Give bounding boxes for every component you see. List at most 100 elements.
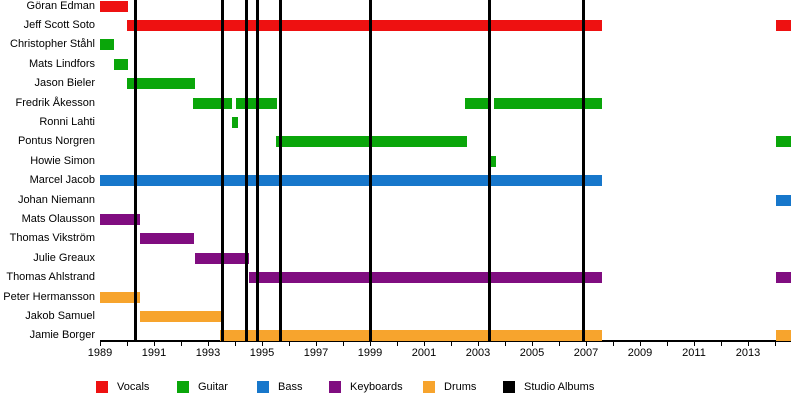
member-label: Thomas Ahlstrand — [6, 271, 95, 284]
member-label: Christopher Ståhl — [10, 38, 95, 51]
x-axis-tick — [720, 341, 722, 346]
member-label: Mats Olausson — [21, 212, 95, 225]
member-tenure-bar — [248, 272, 603, 284]
x-axis-tick-label: 2005 — [519, 347, 545, 359]
x-axis-tick-label: 2011 — [682, 347, 706, 359]
x-axis-tick — [261, 341, 263, 346]
x-axis-tick-label: 1995 — [249, 347, 275, 359]
x-axis-tick — [504, 341, 506, 346]
x-axis-tick-label: 1993 — [195, 347, 221, 359]
member-tenure-bar — [776, 19, 792, 31]
x-axis-tick — [126, 341, 128, 346]
legend-label: Drums — [444, 381, 477, 393]
member-tenure-bar — [494, 97, 603, 109]
member-tenure-bar — [776, 194, 792, 206]
studio-album-line — [255, 0, 259, 341]
x-axis-tick — [693, 341, 695, 346]
member-tenure-bar — [139, 233, 195, 245]
member-label: Marcel Jacob — [29, 174, 95, 187]
legend-label: Bass — [278, 381, 303, 393]
member-tenure-bar — [776, 330, 792, 342]
member-tenure-bar — [776, 272, 792, 284]
legend-swatch-icon — [257, 381, 269, 393]
legend-swatch-icon — [177, 381, 189, 393]
member-label: Johan Niemann — [17, 193, 95, 206]
member-label: Jason Bieler — [34, 77, 95, 90]
x-axis-tick — [369, 341, 371, 346]
x-axis-tick — [180, 341, 182, 346]
x-axis-tick — [315, 341, 317, 346]
x-axis-tick — [639, 341, 641, 346]
legend-swatch-icon — [503, 381, 515, 393]
member-tenure-bar — [127, 78, 195, 90]
member-tenure-bar — [776, 136, 792, 148]
x-axis-tick — [207, 341, 209, 346]
x-axis-tick — [531, 341, 533, 346]
member-label: Peter Hermansson — [3, 290, 95, 303]
legend-swatch-icon — [423, 381, 435, 393]
member-tenure-bar — [113, 58, 129, 70]
x-axis-tick-label: 2013 — [735, 347, 761, 359]
x-axis-tick — [423, 341, 425, 346]
legend-label: Studio Albums — [524, 381, 595, 393]
x-axis-tick-label: 1991 — [141, 347, 167, 359]
member-tenure-bar — [100, 39, 114, 51]
member-tenure-bar — [490, 155, 496, 167]
member-tenure-bar — [100, 0, 129, 12]
member-label: Jamie Borger — [29, 329, 95, 342]
x-axis-tick — [342, 341, 344, 346]
member-label: Pontus Norgren — [17, 135, 95, 148]
member-tenure-bar — [464, 97, 491, 109]
member-label: Howie Simon — [30, 154, 95, 167]
member-tenure-bar — [100, 291, 140, 303]
legend-label: Guitar — [198, 381, 228, 393]
studio-album-line — [488, 0, 492, 341]
x-axis-tick — [153, 341, 155, 346]
legend-swatch-icon — [329, 381, 341, 393]
member-tenure-bar — [100, 213, 140, 225]
x-axis-tick — [99, 341, 101, 346]
x-axis-tick — [666, 341, 668, 346]
x-axis-tick — [747, 341, 749, 346]
studio-album-line — [220, 0, 224, 341]
x-axis-tick — [612, 341, 614, 346]
x-axis-tick-label: 2007 — [573, 347, 599, 359]
member-label: Göran Edman — [26, 0, 95, 12]
x-axis-tick-label: 2001 — [411, 347, 437, 359]
member-tenure-bar — [139, 310, 223, 322]
member-label: Fredrik Åkesson — [15, 96, 95, 109]
studio-album-line — [279, 0, 283, 341]
x-axis-tick — [288, 341, 290, 346]
legend-swatch-icon — [96, 381, 108, 393]
member-tenure-bar — [193, 97, 233, 109]
x-axis-tick — [450, 341, 452, 346]
x-axis-tick — [558, 341, 560, 346]
member-label: Jakob Samuel — [25, 309, 95, 322]
x-axis-tick — [396, 341, 398, 346]
member-label: Julie Greaux — [33, 251, 95, 264]
studio-album-line — [581, 0, 585, 341]
x-axis-tick — [477, 341, 479, 346]
member-tenure-bar — [231, 116, 239, 128]
x-axis-tick-label: 1989 — [87, 347, 113, 359]
x-axis-tick-label: 2009 — [627, 347, 653, 359]
x-axis-tick — [234, 341, 236, 346]
studio-album-line — [369, 0, 373, 341]
member-label: Ronni Lahti — [39, 115, 95, 128]
x-axis-tick — [774, 341, 776, 346]
member-label: Thomas Vikström — [9, 232, 95, 245]
x-axis-tick-label: 2003 — [465, 347, 491, 359]
x-axis-tick — [585, 341, 587, 346]
studio-album-line — [244, 0, 248, 341]
legend-label: Keyboards — [350, 381, 403, 393]
member-label: Mats Lindfors — [28, 57, 95, 70]
member-tenure-bar — [100, 175, 603, 187]
x-axis-tick-label: 1999 — [357, 347, 383, 359]
studio-album-line — [133, 0, 137, 341]
member-tenure-bar — [127, 19, 603, 31]
member-label: Jeff Scott Soto — [23, 18, 95, 31]
legend-label: Vocals — [117, 381, 150, 393]
member-tenure-bar — [220, 330, 603, 342]
x-axis-tick-label: 1997 — [303, 347, 329, 359]
